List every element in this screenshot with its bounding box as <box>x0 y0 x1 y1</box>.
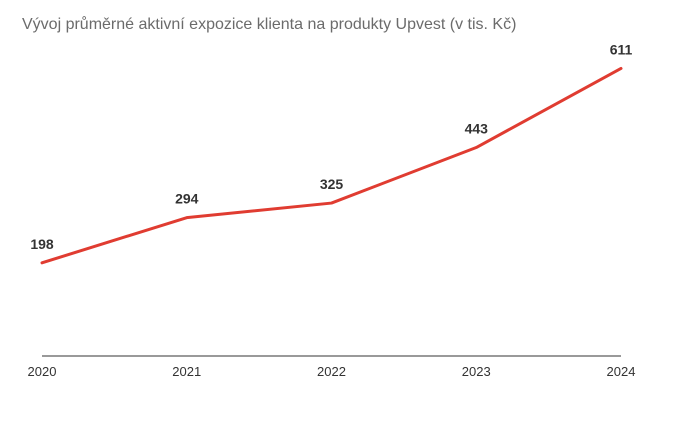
x-tick-label: 2023 <box>462 364 491 379</box>
x-tick-label: 2022 <box>317 364 346 379</box>
data-label: 611 <box>610 41 633 57</box>
chart-title: Vývoj průměrné aktivní expozice klienta … <box>22 16 517 33</box>
data-label: 198 <box>30 236 54 252</box>
data-label: 294 <box>175 191 199 207</box>
data-point <box>475 147 477 149</box>
data-label: 443 <box>465 121 489 137</box>
series-line <box>40 66 623 265</box>
data-point <box>331 202 332 204</box>
x-tick-label: 2024 <box>607 364 636 379</box>
data-point <box>620 67 622 69</box>
data-point <box>186 217 188 219</box>
x-tick-label: 2020 <box>28 364 57 379</box>
data-label: 325 <box>320 176 344 192</box>
x-tick-label: 2021 <box>172 364 201 379</box>
data-point <box>41 262 43 264</box>
